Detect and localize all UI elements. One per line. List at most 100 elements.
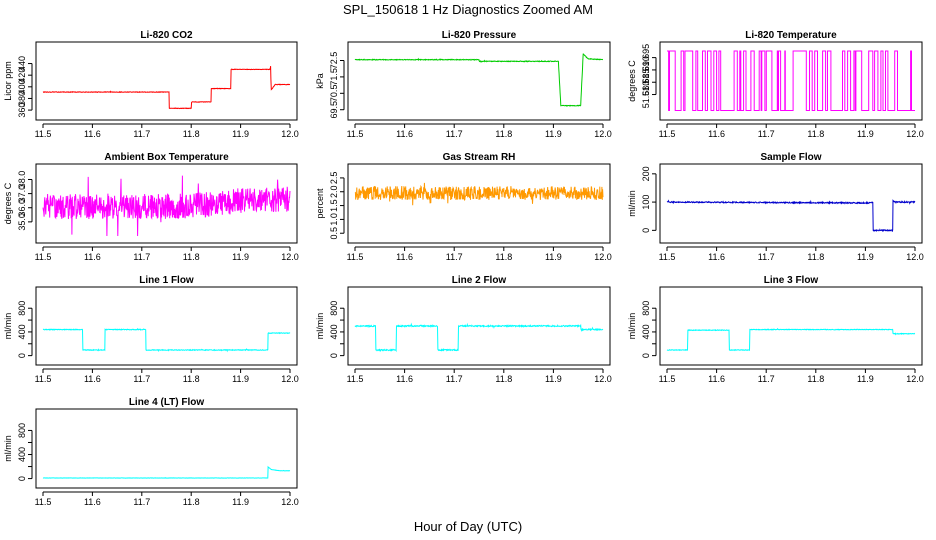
co2-title: Li-820 CO2 [140, 30, 193, 41]
boxtemp-plot-frame [35, 163, 298, 244]
line4-xtick-label: 11.6 [84, 497, 101, 507]
co2-ytick-label: 360 [17, 103, 27, 118]
rh-ytick-label: 0.5 [329, 227, 339, 240]
rh-xtick-label: 11.7 [446, 252, 463, 262]
temp-xtick-label: 11.8 [807, 129, 824, 139]
boxtemp-ytick-label: 37.0 [17, 185, 27, 203]
pressure-xtick-label: 11.7 [446, 129, 463, 139]
line2-xtick-label: 11.5 [347, 374, 364, 384]
line4-xtick-label: 11.9 [232, 497, 249, 507]
line1-xtick-label: 11.5 [35, 374, 52, 384]
panel-co2: Li-820 CO2 Licor ppm 11.5 11.6 11.7 11.8 11.9 1… [3, 30, 299, 139]
line1-series-line [42, 327, 291, 353]
line3-ytick-label: 400 [641, 324, 651, 339]
rh-series-line [354, 182, 604, 206]
sampleflow-xtick-label: 11.7 [758, 252, 775, 262]
pressure-xtick-label: 11.8 [495, 129, 512, 139]
pressure-ytick-label: 72.5 [329, 52, 339, 70]
line2-ytick-label: 400 [329, 324, 339, 339]
line2-plot-frame [347, 286, 611, 366]
line4-xtick-label: 11.7 [133, 497, 150, 507]
co2-xtick-label: 12.0 [281, 129, 299, 139]
line1-xtick-label: 11.8 [183, 374, 200, 384]
line1-xtick-label: 12.0 [281, 374, 299, 384]
pressure-xtick-label: 11.9 [545, 129, 562, 139]
panels-group: Li-820 CO2 Licor ppm 11.5 11.6 11.7 11.8 11.9 1… [3, 30, 924, 507]
line2-ytick-label: 0 [329, 353, 339, 358]
temp-ytick-label: 51.685 [641, 68, 651, 96]
rh-plot-frame [347, 163, 611, 244]
line2-ylabel: ml/min [315, 313, 325, 340]
sampleflow-series-line [666, 199, 916, 233]
panel-sampleflow: Sample Flow ml/min 11.5 11.6 11.7 11.8 11.9 12.… [627, 152, 924, 262]
line1-ytick-label: 800 [17, 301, 27, 316]
co2-xtick-label: 11.8 [183, 129, 200, 139]
temp-xtick-label: 12.0 [906, 129, 924, 139]
pressure-ytick-label: 70.5 [329, 85, 339, 103]
co2-ytick-label: 420 [17, 68, 27, 83]
boxtemp-xtick-label: 11.7 [133, 252, 150, 262]
co2-xtick-label: 11.7 [133, 129, 150, 139]
sampleflow-xtick-label: 11.9 [857, 252, 874, 262]
co2-series-line [42, 66, 291, 110]
line3-xtick-label: 12.0 [906, 374, 924, 384]
line4-xtick-label: 11.8 [183, 497, 200, 507]
line3-xtick-label: 11.9 [857, 374, 874, 384]
pressure-title: Li-820 Pressure [442, 30, 517, 41]
line4-title: Line 4 (LT) Flow [129, 397, 205, 408]
line4-series-line [42, 465, 291, 479]
line3-ylabel: ml/min [627, 313, 637, 340]
boxtemp-xtick-label: 11.5 [35, 252, 52, 262]
line1-xtick-label: 11.9 [232, 374, 249, 384]
panel-line1: Line 1 Flow ml/min 11.5 11.6 11.7 11.8 11.9 12.… [3, 275, 299, 384]
temp-plot-frame [659, 41, 923, 121]
rh-ytick-label: 2.0 [329, 185, 339, 198]
line2-xtick-label: 11.9 [545, 374, 562, 384]
panel-line4: Line 4 (LT) Flow ml/min 11.5 11.6 11.7 11.8 11… [3, 397, 299, 507]
line3-xtick-label: 11.8 [807, 374, 824, 384]
figure-title: SPL_150618 1 Hz Diagnostics Zoomed AM [343, 2, 593, 17]
figure-xlabel: Hour of Day (UTC) [414, 519, 522, 534]
sampleflow-plot-frame [659, 163, 923, 244]
panel-line3: Line 3 Flow ml/min 11.5 11.6 11.7 11.8 11.9 12.… [627, 275, 924, 384]
line3-title: Line 3 Flow [764, 275, 819, 286]
line4-ytick-label: 400 [17, 447, 27, 462]
boxtemp-xtick-label: 11.8 [183, 252, 200, 262]
line1-ytick-label: 0 [17, 353, 27, 358]
line2-xtick-label: 12.0 [594, 374, 612, 384]
sampleflow-ylabel: ml/min [627, 190, 637, 217]
temp-ytick-label: 51.695 [641, 44, 651, 72]
pressure-xtick-label: 11.6 [396, 129, 413, 139]
sampleflow-ytick-label: 0 [641, 228, 651, 233]
boxtemp-ytick-label: 35.0 [17, 213, 27, 231]
panel-line2: Line 2 Flow ml/min 11.5 11.6 11.7 11.8 11.9 12.… [315, 275, 612, 384]
line2-xtick-label: 11.7 [446, 374, 463, 384]
sampleflow-ytick-label: 200 [641, 166, 651, 181]
line2-xtick-label: 11.8 [495, 374, 512, 384]
co2-ylabel: Licor ppm [3, 61, 13, 101]
panel-temp: Li-820 Temperature degrees C 11.5 11.6 11.7 1… [627, 30, 924, 139]
line3-xtick-label: 11.6 [708, 374, 725, 384]
pressure-ytick-label: 71.5 [329, 68, 339, 86]
line3-xtick-label: 11.7 [758, 374, 775, 384]
temp-xtick-label: 11.9 [857, 129, 874, 139]
pressure-plot-frame [347, 41, 611, 121]
boxtemp-ylabel: degrees C [3, 182, 13, 224]
sampleflow-title: Sample Flow [760, 152, 821, 163]
line4-ytick-label: 0 [17, 476, 27, 481]
rh-xtick-label: 11.6 [396, 252, 413, 262]
boxtemp-xtick-label: 12.0 [281, 252, 299, 262]
sampleflow-ytick-label: 100 [641, 195, 651, 210]
line3-series-line [666, 327, 916, 352]
pressure-ylabel: kPa [315, 73, 325, 89]
boxtemp-series-line [42, 175, 291, 237]
temp-xtick-label: 11.7 [758, 129, 775, 139]
line3-ytick-label: 800 [641, 301, 651, 316]
rh-title: Gas Stream RH [443, 152, 516, 163]
rh-ylabel: percent [315, 188, 325, 219]
sampleflow-xtick-label: 11.5 [659, 252, 676, 262]
boxtemp-title: Ambient Box Temperature [104, 152, 229, 163]
rh-xtick-label: 12.0 [594, 252, 612, 262]
line3-xtick-label: 11.5 [659, 374, 676, 384]
